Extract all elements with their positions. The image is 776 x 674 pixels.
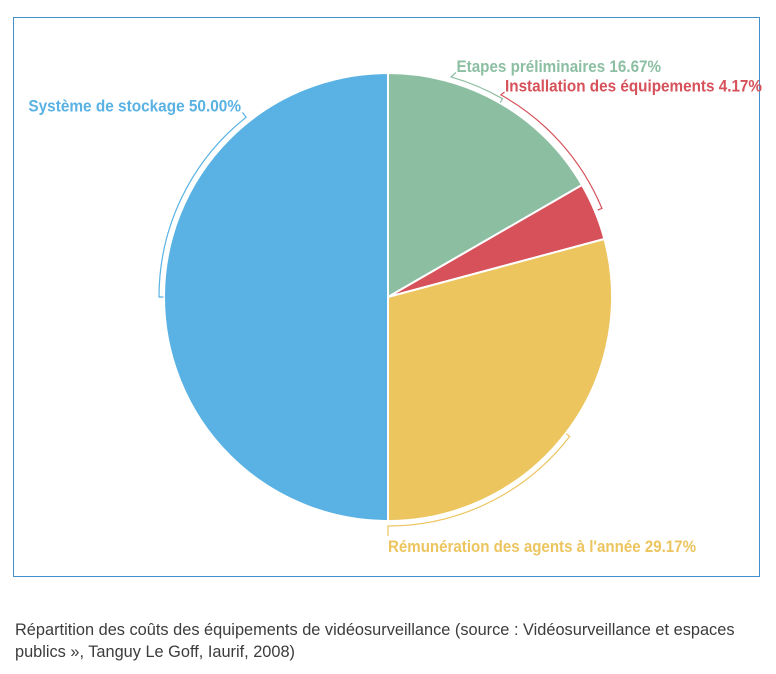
svg-text:Installation des équipements 4: Installation des équipements 4.17%: [505, 77, 762, 96]
svg-text:publics », Tanguy Le Goff, Iau: publics », Tanguy Le Goff, Iaurif, 2008): [15, 642, 295, 661]
svg-text:Etapes préliminaires 16.67%: Etapes préliminaires 16.67%: [457, 57, 662, 76]
svg-text:Répartition des coûts des équi: Répartition des coûts des équipements de…: [15, 620, 735, 639]
svg-text:Système de stockage 50.00%: Système de stockage 50.00%: [28, 97, 241, 116]
svg-text:Rémunération des agents à l'an: Rémunération des agents à l'année 29.17%: [388, 537, 696, 556]
